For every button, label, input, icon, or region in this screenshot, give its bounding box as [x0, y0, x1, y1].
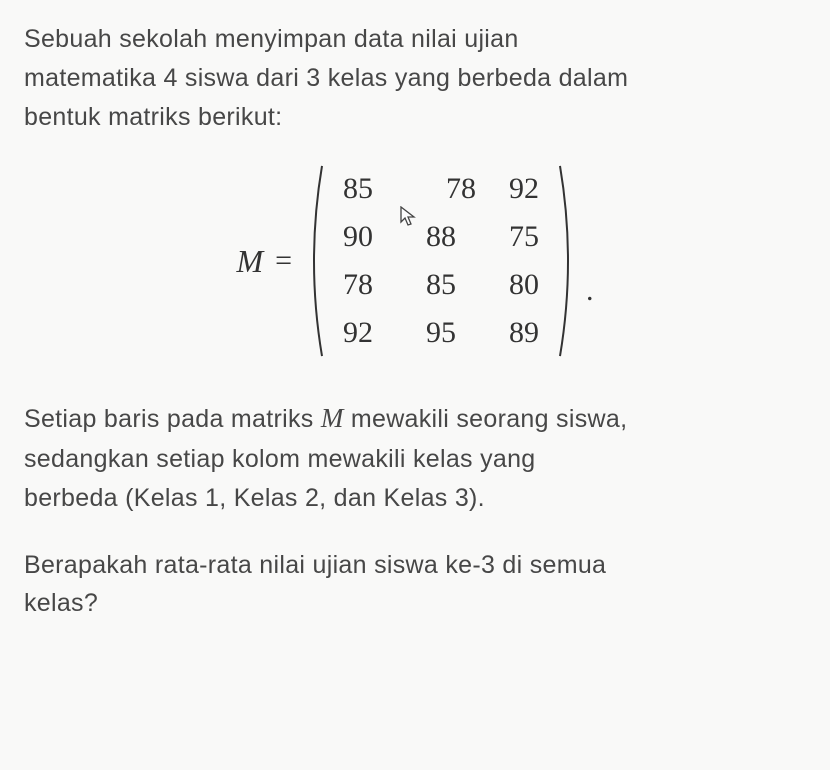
inline-mvar: M: [321, 403, 344, 433]
matrix-cell: 80: [504, 268, 544, 302]
matrix-cell: 89: [504, 316, 544, 350]
right-paren-icon: [556, 164, 578, 358]
matrix-grid: 85 78 92 90 88 75 78 85 80 92 95 89: [326, 164, 556, 358]
left-paren-icon: [304, 164, 326, 358]
desc-text-3: sedangkan setiap kolom mewakili kelas ya…: [24, 445, 535, 473]
desc-text-1: Setiap baris pada matriks: [24, 405, 321, 433]
intro-line-3: bentuk matriks berikut:: [24, 103, 282, 131]
matrix-cell: 85: [406, 268, 476, 302]
question-line-1: Berapakah rata-rata nilai ujian siswa ke…: [24, 551, 606, 579]
matrix-body: 85 78 92 90 88 75 78 85 80 92 95 89: [304, 164, 578, 358]
matrix-cell: 92: [504, 172, 544, 206]
question-line-2: kelas?: [24, 589, 98, 617]
intro-line-2: matematika 4 siswa dari 3 kelas yang ber…: [24, 64, 628, 92]
matrix-cell: 92: [338, 316, 378, 350]
matrix-equation: M = 85 78 92 90 88 75 78 85 80 92 95 89: [24, 164, 806, 358]
question-paragraph: Berapakah rata-rata nilai ujian siswa ke…: [24, 546, 806, 624]
matrix-cell: 78: [338, 268, 378, 302]
intro-paragraph: Sebuah sekolah menyimpan data nilai ujia…: [24, 20, 806, 136]
matrix-cell: 85: [338, 172, 378, 206]
equals-sign: =: [275, 244, 292, 278]
description-paragraph: Setiap baris pada matriks M mewakili seo…: [24, 398, 806, 517]
desc-text-2: mewakili seorang siswa,: [344, 405, 628, 433]
matrix-variable: M: [236, 243, 263, 280]
matrix-cell: 90: [338, 220, 378, 254]
desc-text-4: berbeda (Kelas 1, Kelas 2, dan Kelas 3).: [24, 484, 485, 512]
trailing-dot: .: [586, 274, 594, 308]
matrix-cell: 95: [406, 316, 476, 350]
matrix-cell: 75: [504, 220, 544, 254]
matrix-cell: 78: [406, 172, 476, 206]
intro-line-1: Sebuah sekolah menyimpan data nilai ujia…: [24, 25, 519, 53]
